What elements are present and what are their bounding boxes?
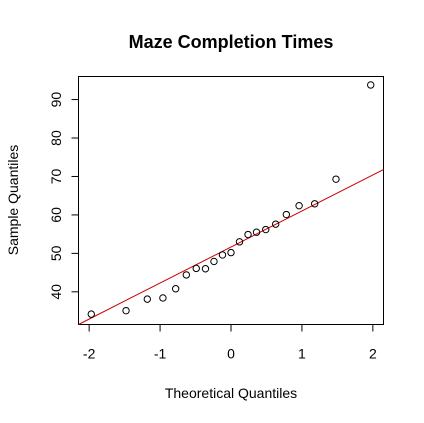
data-point (182, 271, 191, 279)
x-tick-label: -2 (83, 346, 96, 362)
x-axis-label: Theoretical Quantiles (165, 385, 297, 401)
data-point (159, 294, 167, 302)
data-point (227, 248, 235, 257)
data-point (295, 201, 303, 210)
data-point (332, 175, 340, 183)
data-point (218, 251, 227, 259)
data-point (171, 285, 180, 293)
data-point (192, 264, 200, 273)
chart-title: Maze Completion Times (129, 32, 334, 52)
y-tick-label: 70 (48, 168, 64, 184)
y-tick-label: 40 (48, 284, 64, 300)
y-tick-label: 90 (48, 92, 64, 108)
data-point (271, 220, 280, 228)
data-point (282, 210, 291, 219)
data-point (122, 306, 130, 315)
data-point (87, 310, 95, 318)
x-tick-label: 0 (227, 346, 235, 362)
data-point (252, 228, 261, 236)
x-tick-label: 2 (369, 346, 377, 362)
data-point (367, 81, 375, 89)
y-tick-label: 80 (48, 130, 64, 146)
x-tick-label: -1 (154, 346, 167, 362)
data-point (201, 265, 210, 273)
data-point (244, 230, 252, 239)
y-tick-label: 60 (48, 207, 64, 223)
data-point (235, 238, 244, 246)
y-axis: 40 50 60 70 80 90 (48, 92, 79, 300)
y-axis-label: Sample Quantiles (5, 145, 21, 256)
x-tick-label: 1 (298, 346, 306, 362)
plot-frame (78, 76, 384, 325)
data-point (143, 295, 152, 303)
y-tick-label: 50 (48, 245, 64, 261)
data-point (210, 257, 218, 266)
x-axis: -2 -1 0 1 2 (83, 324, 377, 362)
data-points (87, 81, 375, 318)
reference-line (78, 169, 384, 325)
data-point (310, 200, 319, 208)
data-point (262, 225, 270, 234)
